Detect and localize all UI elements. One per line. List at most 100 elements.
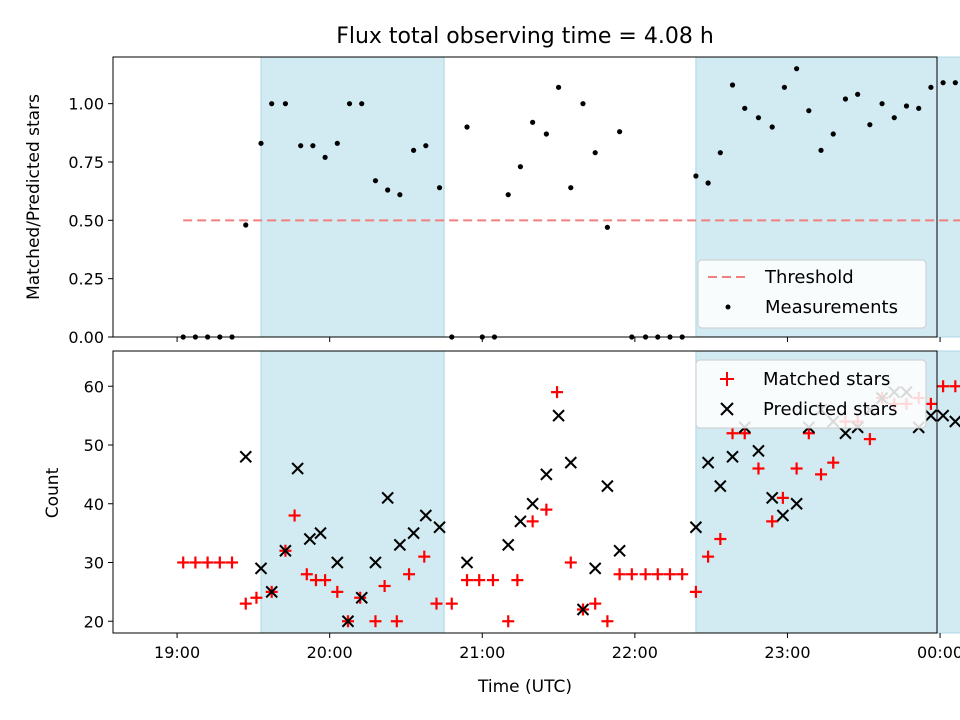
- predicted-star-marker: [936, 409, 950, 422]
- top-legend: Threshold Measurements: [697, 259, 927, 329]
- matched-star-marker: [378, 580, 391, 592]
- matched-star-marker: [390, 615, 403, 628]
- bottom-x-ticks: 19:0020:0021:0022:0023:0000:0001:0002:00…: [154, 633, 960, 662]
- matched-star-marker: [949, 380, 960, 393]
- measurement-point: [243, 222, 249, 228]
- predicted-star-marker: [314, 526, 327, 540]
- y-tick-label: 20: [84, 612, 104, 631]
- y-tick-label: 0.75: [68, 153, 104, 172]
- predicted-star-marker: [341, 615, 355, 628]
- top-measurement-points: [180, 66, 958, 340]
- measurement-point: [322, 154, 328, 160]
- matched-star-marker: [319, 574, 332, 587]
- matched-star-marker: [239, 597, 252, 610]
- predicted-star-marker: [540, 468, 553, 481]
- measurement-point: [423, 143, 429, 149]
- measurement-point: [346, 101, 353, 107]
- observing-window-top-1: [260, 56, 445, 338]
- measurement-point: [604, 224, 611, 230]
- bottom-y-ticks: 20 30 40 50 60: [84, 377, 113, 631]
- matched-star-marker: [201, 556, 214, 569]
- matched-stars-markers: [177, 380, 960, 628]
- matched-star-marker: [937, 380, 950, 393]
- matched-star-marker: [300, 568, 313, 581]
- y-tick-label: 0.00: [68, 328, 104, 347]
- top-y-ticks: 0.00 0.25 0.50 0.75 1.00: [68, 95, 113, 347]
- predicted-star-marker: [576, 603, 590, 616]
- measurement-point: [755, 115, 762, 121]
- matched-star-marker: [689, 585, 702, 598]
- bottom-legend-box: [695, 359, 927, 429]
- matched-star-marker: [613, 568, 626, 581]
- predicted-star-marker: [564, 456, 577, 469]
- matched-star-marker: [815, 468, 828, 481]
- measurement-point: [742, 105, 748, 111]
- matched-star-marker: [766, 515, 779, 528]
- matched-star-marker: [551, 386, 564, 399]
- measurement-point: [794, 66, 800, 72]
- top-x-ticks: [176, 337, 941, 342]
- measurement-point: [334, 140, 340, 146]
- bottom-y-axis-label: Count: [43, 467, 63, 518]
- measurement-point: [555, 84, 562, 90]
- matched-star-marker: [403, 568, 416, 581]
- measurement-point: [258, 140, 264, 146]
- measurement-point: [310, 143, 316, 149]
- measurement-point: [729, 82, 736, 88]
- matched-star-marker: [430, 597, 443, 610]
- matched-star-marker: [802, 427, 815, 440]
- predicted-star-marker: [924, 409, 938, 422]
- predicted-star-marker: [279, 544, 292, 557]
- measurement-point: [855, 91, 861, 97]
- measurement-point: [436, 185, 443, 191]
- top-legend-box: [697, 259, 927, 329]
- matched-star-marker: [924, 397, 937, 410]
- matched-star-marker: [540, 503, 553, 516]
- predicted-star-marker: [613, 544, 626, 557]
- matched-star-marker: [502, 615, 515, 628]
- matched-star-marker: [676, 568, 689, 581]
- measurement-point: [397, 192, 403, 198]
- measurement-point: [592, 150, 598, 156]
- matched-star-marker: [461, 574, 474, 587]
- matched-star-marker: [702, 550, 715, 563]
- predicted-star-marker: [419, 509, 433, 522]
- measurement-point: [517, 164, 524, 170]
- x-tick-label: 22:00: [612, 643, 658, 662]
- predicted-star-marker: [514, 515, 527, 528]
- y-tick-label: 30: [84, 554, 104, 573]
- matched-star-marker: [776, 491, 789, 504]
- predicted-star-marker: [254, 562, 268, 575]
- matched-star-marker: [625, 568, 638, 581]
- matched-star-marker: [189, 556, 202, 569]
- legend-matched-label: Matched stars: [763, 369, 890, 390]
- measurement-point: [928, 84, 934, 90]
- y-tick-label: 1.00: [68, 95, 104, 114]
- matched-star-marker: [473, 574, 486, 587]
- matched-star-marker: [213, 556, 226, 569]
- x-tick-label: 21:00: [459, 643, 505, 662]
- x-tick-label: 19:00: [154, 643, 200, 662]
- measurement-point: [464, 124, 470, 130]
- measurement-point: [879, 101, 885, 107]
- predicted-star-marker: [433, 521, 446, 534]
- measurement-point: [916, 105, 922, 111]
- matched-star-marker: [790, 462, 803, 475]
- measurement-point: [298, 143, 304, 149]
- legend-predicted-swatch: [720, 402, 734, 416]
- legend-measurements-swatch: [725, 304, 731, 310]
- measurement-point: [818, 147, 824, 153]
- matched-star-marker: [177, 556, 190, 569]
- predicted-star-marker: [407, 526, 420, 540]
- predicted-star-marker: [526, 497, 539, 510]
- measurement-point: [806, 108, 812, 114]
- predicted-star-marker: [776, 509, 790, 522]
- x-tick-label: 20:00: [307, 643, 353, 662]
- predicted-star-marker: [726, 450, 739, 463]
- matched-star-marker: [863, 433, 876, 446]
- predicted-star-marker: [689, 521, 703, 534]
- predicted-star-marker: [460, 556, 474, 569]
- measurement-point: [505, 192, 511, 198]
- matched-star-marker: [601, 615, 614, 628]
- matched-star-marker: [639, 568, 652, 581]
